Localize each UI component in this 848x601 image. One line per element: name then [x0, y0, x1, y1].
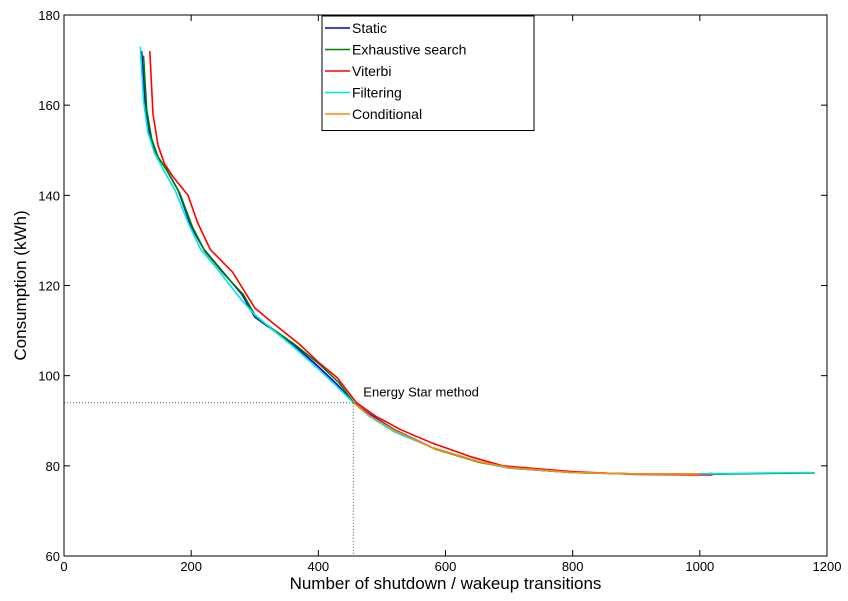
y-tick-label: 100 — [38, 369, 60, 384]
plot-lines — [139, 46, 815, 476]
axis-ticks: 0 200 400 600 800 1000 1200 60 80 100 120 140 160 180 — [38, 8, 841, 574]
series-line-conditional — [352, 402, 700, 475]
legend-label: Static — [352, 20, 387, 36]
legend-label: Conditional — [352, 106, 422, 122]
y-tick-label: 160 — [38, 98, 60, 113]
x-tick-label: 1000 — [685, 559, 714, 574]
x-tick-label: 200 — [180, 559, 202, 574]
x-tick-label: 0 — [60, 559, 67, 574]
y-axis-label: Consumption (kWh) — [11, 210, 30, 360]
legend-label: Filtering — [352, 85, 402, 101]
series-line-viterbi — [149, 51, 713, 476]
annotation-layer: Energy Star method — [64, 385, 479, 556]
x-tick-label: 400 — [307, 559, 329, 574]
legend-label: Exhaustive search — [352, 42, 466, 58]
x-tick-label: 1200 — [813, 559, 842, 574]
legend-box — [321, 15, 535, 131]
y-tick-label: 140 — [38, 188, 60, 203]
x-axis-label: Number of shutdown / wakeup transitions — [290, 574, 602, 593]
x-tick-label: 600 — [435, 559, 457, 574]
x-tick-label: 800 — [562, 559, 584, 574]
legend-label: Viterbi — [352, 63, 391, 79]
legend: Static Exhaustive search Viterbi Filtering C… — [321, 15, 535, 131]
annotation-label: Energy Star method — [363, 385, 479, 400]
y-tick-label: 180 — [38, 8, 60, 23]
y-tick-label: 60 — [46, 549, 60, 564]
y-tick-label: 80 — [46, 459, 60, 474]
y-tick-label: 120 — [38, 279, 60, 294]
